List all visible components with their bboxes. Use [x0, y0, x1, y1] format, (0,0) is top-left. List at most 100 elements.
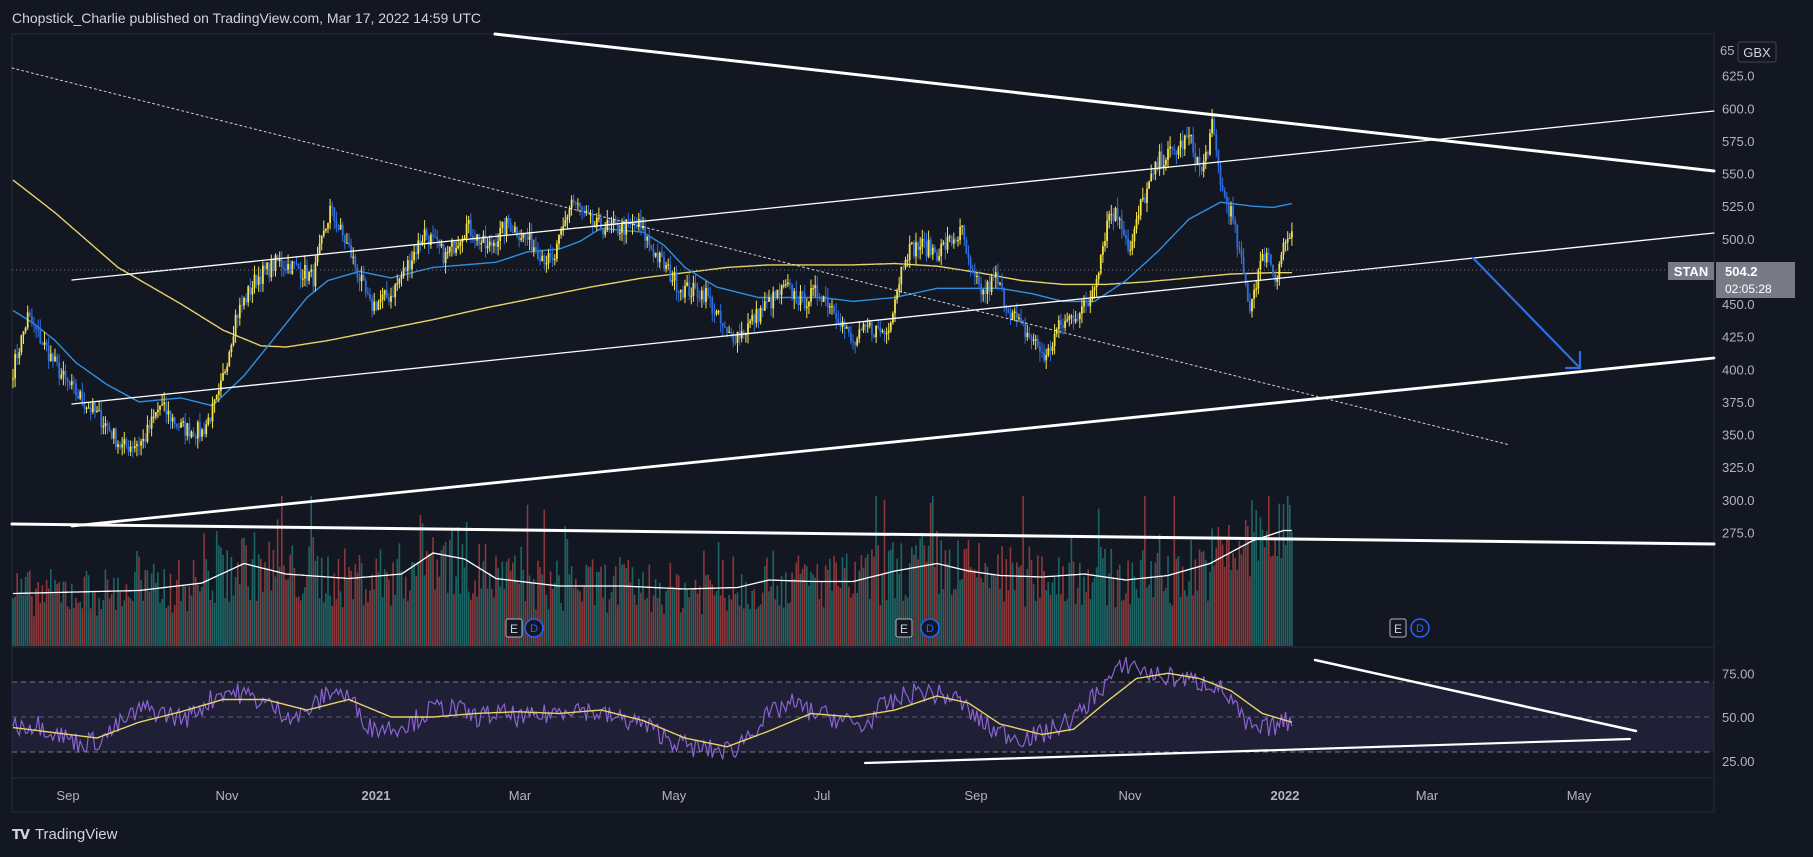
volume-bar	[58, 582, 60, 646]
candle	[140, 438, 142, 456]
volume-bar	[992, 573, 995, 646]
candle	[856, 336, 859, 348]
volume-bar	[633, 594, 636, 646]
candle	[925, 232, 928, 262]
volume-bar	[50, 569, 52, 646]
candle	[965, 236, 968, 254]
volume-bar	[610, 591, 613, 646]
time-tick-label: Mar	[509, 788, 532, 803]
volume-bar	[176, 579, 178, 646]
candle	[1070, 314, 1073, 325]
time-axis[interactable]: Sep Nov 2021 Mar May Jul Sep Nov 2022 Mar May	[56, 788, 1591, 803]
rsi-axis[interactable]: 75.00 50.00 25.00	[1722, 666, 1755, 769]
candle	[1183, 134, 1186, 156]
price-axis[interactable]: 625.0600.0575.0550.0525.0500.0475.0450.0…	[1722, 69, 1755, 541]
volume-bar	[329, 595, 331, 646]
volume-bar	[894, 598, 896, 646]
earnings-marker-2[interactable]: E D	[895, 618, 940, 638]
candle	[656, 243, 659, 268]
volume-bar	[1045, 589, 1047, 646]
candle	[157, 401, 159, 418]
candle	[530, 223, 533, 254]
candle	[1249, 293, 1251, 314]
candle	[291, 260, 294, 275]
volume-bar	[512, 562, 514, 646]
main-pane[interactable]	[12, 34, 1714, 647]
volume-bar	[908, 563, 911, 646]
volume-bar	[843, 567, 846, 646]
candle	[1257, 267, 1260, 295]
footer-brand[interactable]: 𝗧𝗩 TradingView	[12, 826, 117, 843]
volume-bar	[388, 579, 390, 646]
candle	[22, 331, 25, 345]
volume-bar	[646, 597, 648, 646]
volume-bar	[1013, 589, 1016, 646]
candle	[1232, 196, 1234, 225]
volume-bar	[20, 578, 23, 646]
earnings-marker-3[interactable]: E D	[1389, 618, 1430, 638]
volume-bar	[766, 557, 768, 646]
earnings-marker-1[interactable]: E D	[505, 618, 544, 638]
candle	[640, 209, 642, 236]
volume-bar	[1074, 603, 1077, 646]
candle	[18, 347, 21, 365]
candle	[833, 303, 835, 315]
volume-bar	[239, 584, 241, 646]
candle	[178, 422, 180, 432]
volume-bar	[1116, 569, 1119, 646]
volume-bar	[772, 550, 774, 646]
candle	[724, 321, 726, 328]
volume-bar	[1043, 571, 1045, 646]
candle	[749, 318, 751, 329]
volume-bar	[335, 599, 338, 646]
volume-bar	[215, 531, 218, 646]
volume-bar	[360, 563, 363, 646]
volume-bar	[596, 571, 598, 646]
candle	[327, 222, 329, 234]
candle	[1198, 148, 1201, 177]
channel-upper-line	[71, 110, 1715, 281]
volume-bar	[1032, 584, 1035, 646]
volume-bar	[94, 591, 96, 646]
volume-bar	[1215, 547, 1218, 646]
candle	[665, 261, 667, 273]
earnings-markers[interactable]: E D E D E D	[505, 618, 1430, 638]
volume-bar	[465, 522, 468, 646]
candle	[715, 309, 718, 317]
candle	[791, 283, 793, 301]
volume-bar	[482, 561, 485, 646]
volume-bar	[474, 580, 476, 646]
volume-bar	[545, 594, 548, 646]
candle	[994, 265, 997, 288]
candle	[509, 218, 512, 233]
candle	[854, 341, 856, 354]
volume-bar	[663, 613, 665, 646]
volume-bar	[1016, 562, 1018, 646]
candle	[770, 293, 772, 317]
candle	[465, 215, 468, 243]
volume-bar	[211, 590, 214, 646]
candle	[390, 287, 392, 309]
volume-bar	[392, 562, 394, 646]
candle	[1137, 205, 1140, 225]
candle	[1278, 261, 1281, 286]
candle	[1160, 142, 1163, 170]
candle	[1213, 113, 1216, 136]
price-tick-label: 300.0	[1722, 493, 1755, 508]
volume-bar	[1108, 573, 1110, 646]
volume-bars	[12, 496, 1293, 646]
volume-bar	[184, 586, 186, 646]
currency-badge[interactable]: GBX	[1737, 41, 1777, 63]
candle	[711, 295, 714, 322]
candle	[921, 229, 924, 255]
volume-bar	[1104, 548, 1106, 646]
candle	[910, 241, 913, 245]
volume-bar	[297, 596, 300, 646]
volume-bar	[854, 561, 856, 646]
candle	[411, 250, 413, 279]
candle	[923, 231, 926, 249]
candle	[562, 217, 565, 236]
volume-bar	[323, 602, 325, 646]
candle	[759, 305, 762, 325]
